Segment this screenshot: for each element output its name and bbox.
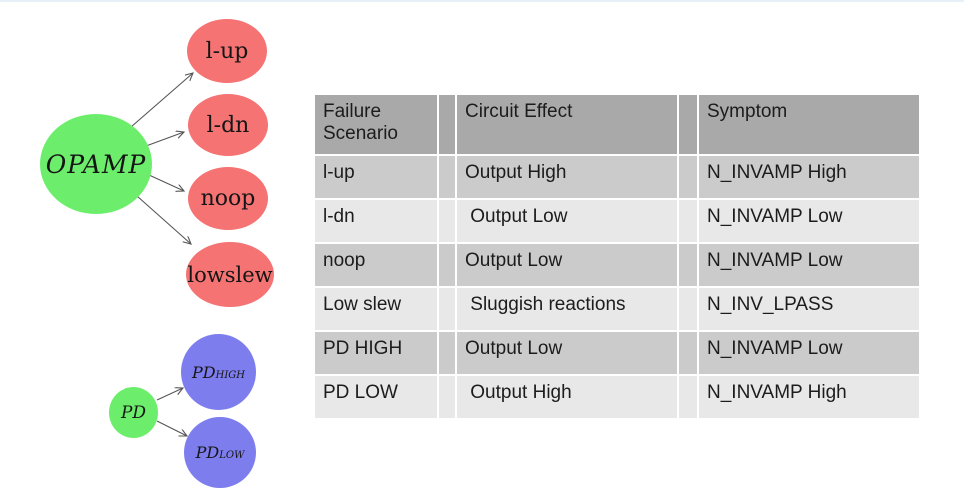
cell-spacer xyxy=(439,156,455,198)
node-l-dn: l-dn xyxy=(188,94,268,156)
node-lowslew: lowslew xyxy=(186,242,274,307)
node-pd-high-label: PD HIGH xyxy=(192,362,245,382)
cell-scenario: noop xyxy=(315,244,437,286)
top-edge-highlight xyxy=(0,0,964,2)
cell-spacer xyxy=(679,376,697,418)
node-pd-high: PD HIGH xyxy=(181,334,256,410)
cell-scenario: l-dn xyxy=(315,200,437,242)
arrow-opamp-lowslew xyxy=(136,195,191,244)
cell-spacer xyxy=(439,244,455,286)
cell-symptom: N_INVAMP Low xyxy=(699,200,919,242)
col-header-circuit-effect: Circuit Effect xyxy=(457,95,677,154)
cell-symptom: N_INVAMP High xyxy=(699,376,919,418)
cell-spacer xyxy=(439,288,455,330)
node-pd-label: PD xyxy=(120,402,147,423)
cell-effect: Sluggish reactions xyxy=(457,288,677,330)
node-noop-label: noop xyxy=(200,186,256,211)
node-l-up: l-up xyxy=(187,19,267,83)
node-noop: noop xyxy=(188,167,268,230)
node-pd: PD xyxy=(109,387,158,438)
cell-effect: Output Low xyxy=(457,332,677,374)
node-l-up-label: l-up xyxy=(205,38,249,64)
arrow-opamp-lup xyxy=(130,73,193,128)
node-l-dn-label: l-dn xyxy=(206,112,250,138)
cell-symptom: N_INVAMP Low xyxy=(699,244,919,286)
cell-spacer xyxy=(679,156,697,198)
failure-table: Failure Scenario Circuit Effect Symptom … xyxy=(315,95,923,418)
cell-effect: Output High xyxy=(457,156,677,198)
cell-scenario: Low slew xyxy=(315,288,437,330)
arrow-pd-pdhigh xyxy=(156,388,183,401)
node-pd-low: PD LOW xyxy=(184,417,256,488)
header-spacer-1 xyxy=(439,95,455,154)
cell-spacer xyxy=(439,376,455,418)
node-lowslew-label: lowslew xyxy=(187,262,273,287)
node-opamp: OPAMP xyxy=(40,114,152,214)
cell-spacer xyxy=(679,244,697,286)
header-spacer-2 xyxy=(679,95,697,154)
node-opamp-label: OPAMP xyxy=(45,149,147,179)
cell-scenario: PD HIGH xyxy=(315,332,437,374)
cell-spacer xyxy=(439,332,455,374)
arrow-opamp-noop xyxy=(148,174,184,191)
cell-symptom: N_INV_LPASS xyxy=(699,288,919,330)
cell-symptom: N_INVAMP Low xyxy=(699,332,919,374)
arrow-opamp-ldn xyxy=(145,132,184,147)
cell-effect: Output Low xyxy=(457,244,677,286)
cell-spacer xyxy=(679,288,697,330)
node-pd-low-label: PD LOW xyxy=(195,443,245,462)
cell-scenario: PD LOW xyxy=(315,376,437,418)
cell-scenario: l-up xyxy=(315,156,437,198)
col-header-failure-scenario: Failure Scenario xyxy=(315,95,437,154)
cell-effect: Output Low xyxy=(457,200,677,242)
cell-spacer xyxy=(679,200,697,242)
cell-effect: Output High xyxy=(457,376,677,418)
col-header-symptom: Symptom xyxy=(699,95,919,154)
cell-symptom: N_INVAMP High xyxy=(699,156,919,198)
cell-spacer xyxy=(439,200,455,242)
cell-spacer xyxy=(679,332,697,374)
arrow-pd-pdlow xyxy=(156,420,187,436)
